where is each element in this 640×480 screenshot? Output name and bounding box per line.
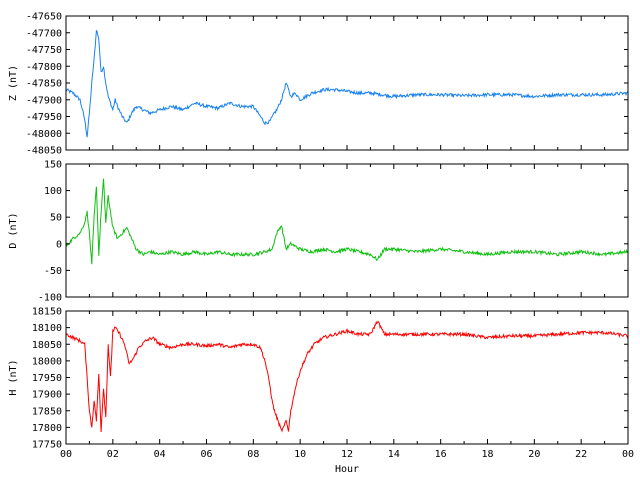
series-line-h bbox=[65, 320, 629, 433]
y-tick-label: -47700 bbox=[26, 28, 62, 39]
x-tick-label: 02 bbox=[107, 449, 119, 460]
y-tick-label: 17800 bbox=[32, 423, 62, 434]
y-tick-label: -47950 bbox=[26, 112, 62, 123]
x-tick-label: 04 bbox=[154, 449, 166, 460]
y-tick-label: -50 bbox=[44, 266, 62, 277]
panel-d: 150 100 50 0 -50 -100 D (nT) bbox=[8, 160, 629, 304]
x-tick-label: 14 bbox=[388, 449, 400, 460]
x-tick-label: 16 bbox=[435, 449, 447, 460]
y-axis-label: Z (nT) bbox=[8, 65, 19, 101]
y-tick-label: -47750 bbox=[26, 45, 62, 56]
y-axis-label: H (nT) bbox=[8, 359, 19, 395]
y-tick-label: 18150 bbox=[32, 307, 62, 318]
series-line-d bbox=[65, 178, 629, 265]
x-tick-label: 22 bbox=[575, 449, 587, 460]
y-tick-label: 0 bbox=[56, 239, 62, 250]
y-tick-label: -48000 bbox=[26, 129, 62, 140]
y-tick-label: -47800 bbox=[26, 62, 62, 73]
y-tick-label: 17750 bbox=[32, 440, 62, 451]
y-tick-label: -100 bbox=[38, 293, 62, 304]
x-tick-label: 00 bbox=[622, 449, 634, 460]
series-line-z bbox=[65, 29, 629, 138]
y-tick-label: 18000 bbox=[32, 356, 62, 367]
plot-frame-z bbox=[65, 15, 629, 151]
y-tick-label: 50 bbox=[50, 213, 62, 224]
x-tick-label: 18 bbox=[481, 449, 493, 460]
x-tick-label: 20 bbox=[528, 449, 540, 460]
x-tick-label: 06 bbox=[200, 449, 212, 460]
y-tick-label: -47850 bbox=[26, 79, 62, 90]
y-axis-label: D (nT) bbox=[8, 212, 19, 248]
x-tick-label: 08 bbox=[247, 449, 259, 460]
y-tick-label: 18100 bbox=[32, 323, 62, 334]
panel-h: 18150 18100 18050 18000 17950 17900 17850 17800… bbox=[8, 307, 634, 476]
y-tick-label: 17850 bbox=[32, 406, 62, 417]
y-tick-label: 18050 bbox=[32, 340, 62, 351]
y-tick-label: -48050 bbox=[26, 146, 62, 157]
x-axis-label: Hour bbox=[335, 464, 359, 475]
y-tick-label: 150 bbox=[44, 160, 62, 171]
x-tick-label: 00 bbox=[60, 449, 72, 460]
y-tick-label: 17900 bbox=[32, 390, 62, 401]
y-tick-label: 100 bbox=[44, 186, 62, 197]
panel-z: -47650 -47700 -47750 -47800 -47850 -47900 -479… bbox=[8, 12, 629, 157]
y-tick-label: -47900 bbox=[26, 95, 62, 106]
plot-frame-d bbox=[65, 163, 629, 298]
x-tick-label: 12 bbox=[341, 449, 353, 460]
y-tick-label: -47650 bbox=[26, 12, 62, 23]
y-tick-label: 17950 bbox=[32, 373, 62, 384]
x-tick-label: 10 bbox=[294, 449, 306, 460]
